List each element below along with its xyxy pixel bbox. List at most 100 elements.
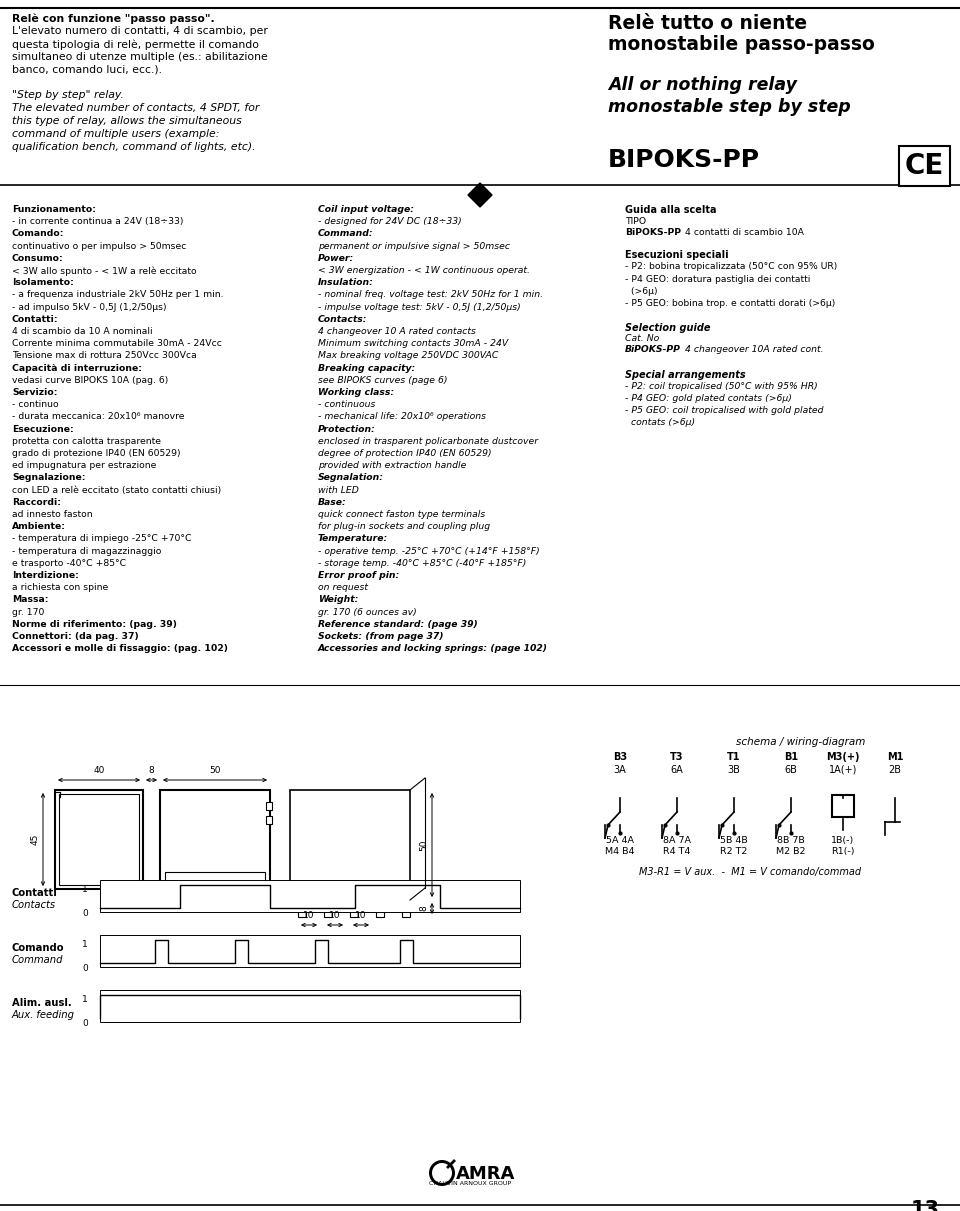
Text: 10: 10 [303,911,315,920]
Text: Command:: Command: [318,229,373,239]
Text: 0: 0 [83,964,88,972]
Text: continuativo o per impulso > 50msec: continuativo o per impulso > 50msec [12,242,186,251]
Text: Servizio:: Servizio: [12,388,58,397]
Text: Minimum switching contacts 30mA - 24V: Minimum switching contacts 30mA - 24V [318,339,508,349]
Text: 1A(+): 1A(+) [828,765,857,775]
Text: Power:: Power: [318,254,354,263]
Text: 2B: 2B [889,765,901,775]
Bar [324,900,332,917]
Bar [376,900,384,917]
Text: Contacts:: Contacts: [318,315,368,323]
Text: Temperature:: Temperature: [318,534,388,544]
Text: - temperatura di magazzinaggio: - temperatura di magazzinaggio [12,546,161,556]
Bar [100,991,520,1022]
Text: 40: 40 [93,767,105,775]
Text: Breaking capacity:: Breaking capacity: [318,363,416,373]
Text: Segnalation:: Segnalation: [318,474,384,482]
Text: 3B: 3B [728,765,740,775]
Text: 4 changeover 10A rated cont.: 4 changeover 10A rated cont. [685,345,824,355]
Text: - a frequenza industriale 2kV 50Hz per 1 min.: - a frequenza industriale 2kV 50Hz per 1… [12,291,224,299]
Bar [55,790,143,889]
Text: Connettori: (da pag. 37): Connettori: (da pag. 37) [12,632,138,641]
Text: 8A 7A: 8A 7A [663,836,691,845]
Text: 10: 10 [329,911,341,920]
Circle shape [429,1160,455,1186]
Text: M3(+): M3(+) [827,752,860,762]
Text: gr. 170: gr. 170 [12,608,44,616]
Text: command of multiple users (example:: command of multiple users (example: [12,130,220,139]
Bar [402,900,410,917]
Text: B1: B1 [784,752,798,762]
Text: Max breaking voltage 250VDC 300VAC: Max breaking voltage 250VDC 300VAC [318,351,498,361]
Text: R2 T2: R2 T2 [720,846,748,856]
Text: enclosed in trasparent policarbonate dustcover: enclosed in trasparent policarbonate dus… [318,437,538,446]
Text: Aux. feeding: Aux. feeding [12,1010,75,1020]
Text: - P5 GEO: coil tropicalised with gold plated: - P5 GEO: coil tropicalised with gold pl… [625,407,824,415]
Text: (>6µ): (>6µ) [625,287,658,295]
Text: Esecuzioni speciali: Esecuzioni speciali [625,251,729,260]
Text: monostabile passo-passo: monostabile passo-passo [608,35,875,54]
Text: 5A 4A: 5A 4A [606,836,634,845]
Text: Sockets: (from page 37): Sockets: (from page 37) [318,632,444,641]
Text: Accessories and locking springs: (page 102): Accessories and locking springs: (page 1… [318,644,548,653]
Text: a richiesta con spine: a richiesta con spine [12,584,108,592]
Bar [165,872,265,884]
Text: Massa:: Massa: [12,596,49,604]
Text: e trasporto -40°C +85°C: e trasporto -40°C +85°C [12,558,126,568]
Text: - designed for 24V DC (18÷33): - designed for 24V DC (18÷33) [318,217,462,226]
Text: Segnalazione:: Segnalazione: [12,474,85,482]
Text: 3A: 3A [613,765,626,775]
Text: contats (>6µ): contats (>6µ) [625,419,695,427]
Bar [832,794,854,817]
Text: Special arrangements: Special arrangements [625,369,746,380]
Text: - durata meccanica: 20x10⁶ manovre: - durata meccanica: 20x10⁶ manovre [12,413,184,421]
Text: quick connect faston type terminals: quick connect faston type terminals [318,510,485,520]
Text: M3-R1 = V aux.  -  M1 = V comando/commad: M3-R1 = V aux. - M1 = V comando/commad [639,867,861,877]
Text: 0: 0 [83,909,88,918]
Text: con LED a relè eccitato (stato contatti chiusi): con LED a relè eccitato (stato contatti … [12,486,221,494]
Text: L'elevato numero di contatti, 4 di scambio, per: L'elevato numero di contatti, 4 di scamb… [12,25,268,36]
Text: Norme di riferimento: (pag. 39): Norme di riferimento: (pag. 39) [12,620,177,629]
Text: provided with extraction handle: provided with extraction handle [318,461,467,470]
Text: Insulation:: Insulation: [318,279,373,287]
Text: M2 B2: M2 B2 [777,846,805,856]
Bar [298,900,306,917]
Text: questa tipologia di relè, permette il comando: questa tipologia di relè, permette il co… [12,39,259,50]
Text: < 3W energization - < 1W continuous operat.: < 3W energization - < 1W continuous oper… [318,266,530,275]
Text: protetta con calotta trasparente: protetta con calotta trasparente [12,437,161,446]
Text: - P5 GEO: bobina trop. e contatti dorati (>6µ): - P5 GEO: bobina trop. e contatti dorati… [625,299,835,308]
Text: Ambiente:: Ambiente: [12,522,66,532]
Text: degree of protection IP40 (EN 60529): degree of protection IP40 (EN 60529) [318,449,492,458]
Text: Protection:: Protection: [318,425,376,434]
Text: Relè con funzione "passo passo".: Relè con funzione "passo passo". [12,15,215,24]
Text: 50: 50 [420,839,428,851]
Text: The elevated number of contacts, 4 SPDT, for: The elevated number of contacts, 4 SPDT,… [12,103,259,113]
Text: Alim. ausl.: Alim. ausl. [12,998,72,1008]
Text: Reference standard: (page 39): Reference standard: (page 39) [318,620,478,629]
Text: - mechanical life: 20x10⁶ operations: - mechanical life: 20x10⁶ operations [318,413,486,421]
Text: 0: 0 [83,1018,88,1028]
Text: - ad impulso 5kV - 0,5J (1,2/50µs): - ad impulso 5kV - 0,5J (1,2/50µs) [12,303,166,311]
Bar [100,935,520,968]
Text: M1: M1 [887,752,903,762]
Text: - continuous: - continuous [318,400,375,409]
Text: - P2: coil tropicalised (50°C with 95% HR): - P2: coil tropicalised (50°C with 95% H… [625,381,818,391]
Text: Selection guide: Selection guide [625,323,710,333]
Text: "Step by step" relay.: "Step by step" relay. [12,90,124,101]
Text: 4 changeover 10 A rated contacts: 4 changeover 10 A rated contacts [318,327,476,335]
Text: Comando: Comando [12,943,64,953]
Text: Command: Command [12,955,63,965]
Bar [350,900,358,917]
Text: 8: 8 [149,767,155,775]
Text: 5B 4B: 5B 4B [720,836,748,845]
Text: - storage temp. -40°C +85°C (-40°F +185°F): - storage temp. -40°C +85°C (-40°F +185°… [318,558,526,568]
Text: R1(-): R1(-) [831,846,854,856]
Text: Base:: Base: [318,498,347,506]
Text: this type of relay, allows the simultaneous: this type of relay, allows the simultane… [12,116,242,126]
Text: Esecuzione:: Esecuzione: [12,425,74,434]
Text: 4 contatti di scambio 10A: 4 contatti di scambio 10A [685,228,804,237]
Text: simultaneo di utenze multiple (es.: abilitazione: simultaneo di utenze multiple (es.: abil… [12,52,268,62]
Text: banco, comando luci, ecc.).: banco, comando luci, ecc.). [12,65,162,75]
Text: ad innesto faston: ad innesto faston [12,510,92,520]
Text: 50: 50 [209,767,221,775]
